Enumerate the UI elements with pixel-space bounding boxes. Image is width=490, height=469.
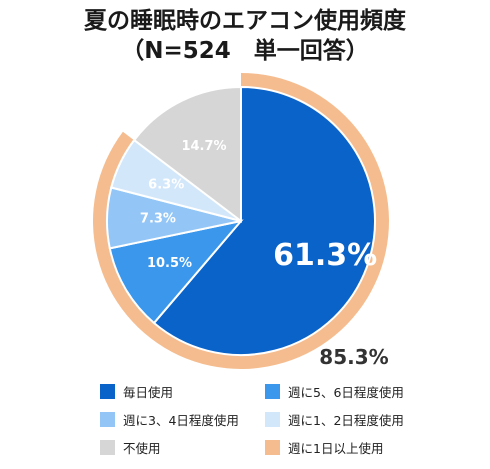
slice-label: 6.3% xyxy=(148,177,184,192)
pie-slice xyxy=(132,85,242,224)
slice-label: 61.3% xyxy=(273,238,377,273)
pie-slice xyxy=(108,219,244,325)
slice-label: 10.5% xyxy=(147,256,192,271)
slice-label: 14.7% xyxy=(181,139,226,154)
slice-label: 7.3% xyxy=(140,212,176,227)
chart-subtitle: （N=524 単一回答） xyxy=(121,38,369,64)
chart-title: 夏の睡眠時のエアコン使用頻度 xyxy=(84,8,406,34)
aggregate-label: 85.3% xyxy=(319,345,388,369)
pie-slice xyxy=(152,85,376,356)
